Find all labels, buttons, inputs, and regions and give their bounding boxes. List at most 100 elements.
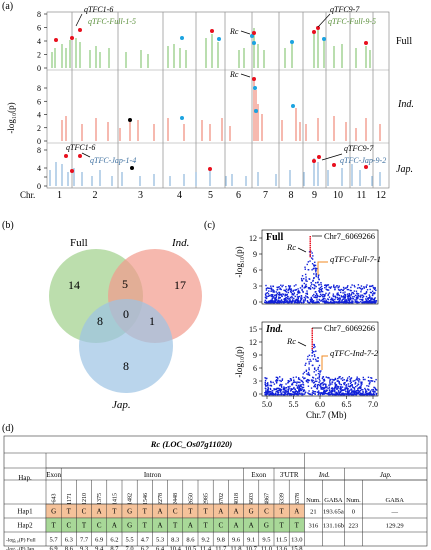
snp-point xyxy=(299,287,302,289)
snp-point xyxy=(356,378,359,380)
snp-point xyxy=(339,390,342,393)
snp-point xyxy=(373,292,376,295)
snp-point xyxy=(334,378,337,381)
hap1-value: 0 xyxy=(352,509,355,516)
snp-point xyxy=(292,390,294,393)
snp-point xyxy=(304,299,306,302)
snp-point xyxy=(335,393,337,395)
snp-point xyxy=(275,295,278,298)
snp-point xyxy=(304,266,306,268)
snp-point xyxy=(367,300,369,303)
snp-position: 4503 xyxy=(249,493,255,505)
snp-point xyxy=(357,297,359,300)
snp-point xyxy=(291,299,294,301)
sub-header: GABA xyxy=(385,497,404,504)
snp-point xyxy=(274,298,277,301)
snp-point xyxy=(308,379,310,382)
snp-point xyxy=(292,290,294,293)
y-tick-label: 3 xyxy=(253,377,257,386)
snp-point xyxy=(346,295,349,297)
snp-point xyxy=(313,273,315,275)
snp-point xyxy=(310,298,313,300)
snp-point xyxy=(296,387,299,389)
snp-point xyxy=(373,300,375,303)
chromosome-label: 9 xyxy=(312,190,317,201)
snp-point xyxy=(300,297,302,299)
venn-count-jap-only: 8 xyxy=(123,359,129,373)
peak-snp-point xyxy=(309,242,311,245)
p-value: 7.0 xyxy=(126,546,134,550)
snp-point xyxy=(284,293,286,296)
snp-position: 2278 xyxy=(158,493,164,505)
snp-point xyxy=(335,286,337,288)
snp-point xyxy=(336,301,338,304)
snp-point xyxy=(266,287,269,289)
snp-point xyxy=(286,393,288,396)
snp-point xyxy=(319,383,322,386)
snp-point xyxy=(284,393,286,396)
snp-point xyxy=(283,392,286,394)
snp-point xyxy=(334,385,337,388)
snp-point xyxy=(358,391,360,394)
snp-point xyxy=(358,286,361,289)
snp-point xyxy=(369,295,371,298)
snp-point xyxy=(323,383,326,385)
snp-point xyxy=(357,293,360,295)
snp-point xyxy=(346,379,348,381)
allele: T xyxy=(67,508,72,516)
snp-point xyxy=(289,393,291,396)
snp-point xyxy=(312,267,315,270)
snp-point xyxy=(312,392,315,395)
snp-point xyxy=(316,267,318,270)
snp-point xyxy=(328,386,331,388)
peak-snp-point xyxy=(309,238,311,240)
p-value: 9.5 xyxy=(262,537,270,544)
region-header: Exon xyxy=(46,471,61,479)
snp-point xyxy=(325,376,328,378)
snp-point xyxy=(321,391,323,394)
snp-point xyxy=(314,386,317,388)
snp-point xyxy=(322,293,324,296)
snp-point xyxy=(265,284,267,287)
snp-point xyxy=(280,284,282,286)
snp-point xyxy=(269,388,272,391)
snp-point xyxy=(282,301,284,303)
snp-point xyxy=(329,381,331,383)
snp-point xyxy=(347,385,350,387)
hap2-name: Hap2 xyxy=(17,522,33,530)
snp-point xyxy=(324,386,327,389)
snp-point xyxy=(363,301,366,303)
snp-point xyxy=(357,294,360,297)
snp-point xyxy=(335,301,337,303)
snp-point xyxy=(320,385,322,387)
row-label-jap: Jap. xyxy=(396,164,413,175)
snp-point xyxy=(366,289,369,291)
regional-xlabel: Chr.7 (Mb) xyxy=(306,410,347,420)
snp-point xyxy=(357,389,359,391)
snp-peak-dot xyxy=(254,109,258,113)
allele: G xyxy=(249,508,254,516)
snp-point xyxy=(314,264,317,267)
snp-point xyxy=(323,386,325,389)
snp-point xyxy=(321,382,323,384)
snp-point xyxy=(270,299,273,301)
snp-point xyxy=(360,384,362,387)
snp-point xyxy=(275,301,277,303)
snp-point xyxy=(374,301,377,304)
y-tick-label: 6 xyxy=(37,24,41,33)
y-tick-label: 8 xyxy=(37,84,41,93)
snp-point xyxy=(371,294,374,297)
allele: T xyxy=(279,508,284,516)
snp-point xyxy=(325,299,327,302)
snp-point xyxy=(269,384,271,387)
snp-point xyxy=(326,389,328,392)
panel-b-venn: (b) Full Ind. Jap. 14 17 8 5 8 1 0 xyxy=(2,220,202,411)
snp-point xyxy=(336,296,338,299)
snp-point xyxy=(374,286,376,289)
snp-point xyxy=(304,298,306,301)
snp-point xyxy=(280,288,282,291)
snp-point xyxy=(272,301,274,304)
snp-point xyxy=(351,298,353,300)
snp-point xyxy=(320,290,322,293)
snp-point xyxy=(366,297,369,300)
